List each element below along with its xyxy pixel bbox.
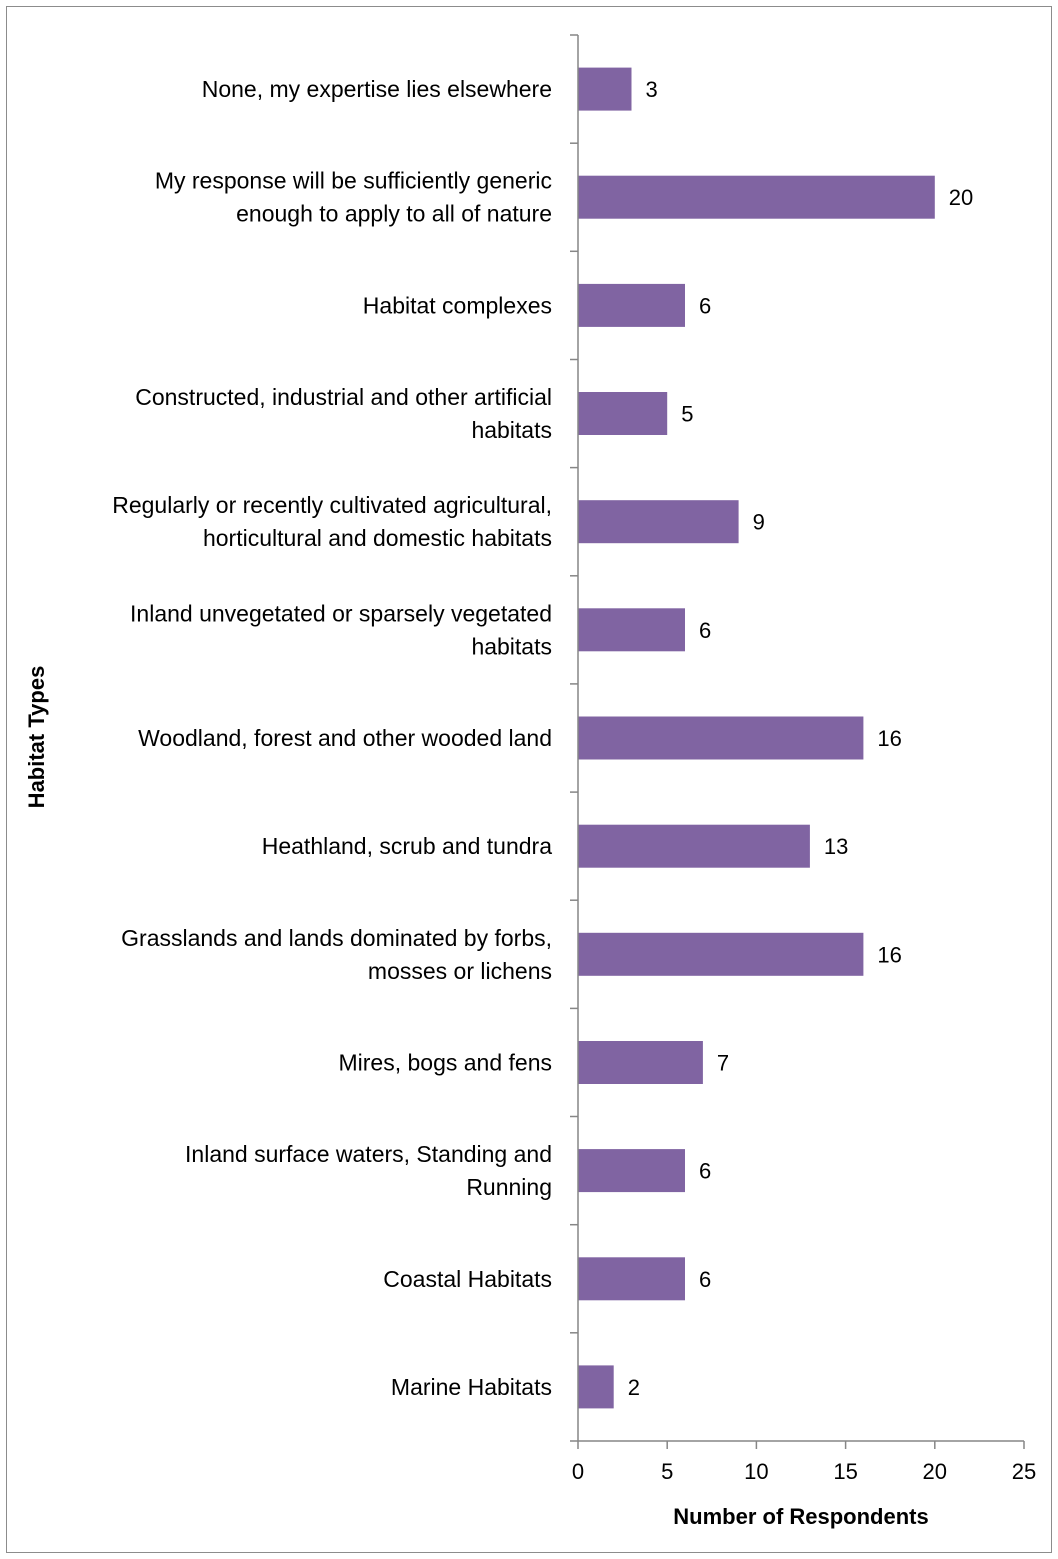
bar: [578, 716, 864, 760]
category-label: Coastal Habitats: [383, 1266, 552, 1292]
bar: [578, 175, 935, 219]
x-tick-label: 15: [833, 1459, 857, 1484]
data-label: 6: [699, 1267, 711, 1292]
data-label: 3: [646, 77, 658, 102]
data-label: 6: [699, 1159, 711, 1184]
data-label: 7: [717, 1051, 729, 1076]
category-label: Inland surface waters, Standing and Runni…: [185, 1141, 552, 1200]
x-axis-title: Number of Respondents: [673, 1504, 928, 1529]
data-label: 13: [824, 834, 848, 859]
data-label: 6: [699, 618, 711, 643]
bar: [578, 1041, 703, 1084]
bar: [578, 500, 739, 544]
category-label: Marine Habitats: [391, 1374, 552, 1400]
data-label: 20: [949, 185, 973, 210]
data-label: 9: [753, 510, 765, 535]
bar: [578, 67, 632, 111]
bar: [578, 824, 810, 868]
data-label: 16: [877, 942, 901, 967]
bar: [578, 392, 668, 435]
bar: [578, 932, 864, 976]
data-label: 6: [699, 293, 711, 318]
category-label: Inland unvegetated or sparsely vegetated…: [130, 600, 552, 659]
category-label: My response will be sufficiently generic…: [155, 168, 552, 227]
category-label: None, my expertise lies elsewhere: [202, 76, 552, 102]
category-label: Mires, bogs and fens: [338, 1050, 552, 1076]
bar: [578, 608, 685, 652]
bar: [578, 1149, 685, 1193]
category-label: Regularly or recently cultivated agricul…: [112, 492, 552, 551]
x-tick-label: 0: [572, 1459, 584, 1484]
data-label: 2: [628, 1375, 640, 1400]
y-axis-title: Habitat Types: [24, 666, 49, 809]
x-tick-label: 20: [923, 1459, 947, 1484]
category-label: Woodland, forest and other wooded land: [138, 725, 552, 751]
data-label: 5: [681, 402, 693, 427]
category-label: Heathland, scrub and tundra: [262, 833, 552, 859]
data-label: 16: [877, 726, 901, 751]
y-axis-title-group: Habitat Types: [24, 666, 49, 809]
category-label: Grasslands and lands dominated by forbs,…: [121, 925, 552, 984]
bar: [578, 1365, 614, 1409]
bar: [578, 283, 685, 327]
x-tick-label: 5: [661, 1459, 673, 1484]
category-label: Constructed, industrial and other artifi…: [135, 384, 552, 443]
bar: [578, 1257, 685, 1301]
chart-frame: [6, 6, 1052, 1553]
x-tick-label: 25: [1012, 1459, 1036, 1484]
x-tick-label: 10: [744, 1459, 768, 1484]
category-label: Habitat complexes: [363, 292, 552, 318]
